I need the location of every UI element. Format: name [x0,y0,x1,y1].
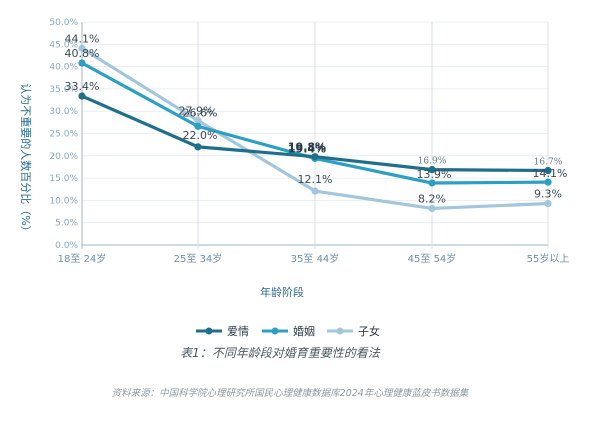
chart-legend: 爱情 婚姻 子女 [196,324,380,338]
data-point [78,92,86,100]
data-point [428,179,436,187]
y-tick-label: 35.0% [49,85,78,95]
chart-caption: 表1：不同年龄段对婚育重要性的看法 [180,346,381,360]
y-tick-label: 25.0% [49,130,78,140]
data-point [194,122,202,130]
legend-item-0: 爱情 [196,325,249,338]
y-tick-label: 50.0% [49,18,78,28]
data-point [194,143,202,151]
data-label: 19.4% [288,142,326,155]
y-tick-label: 30.0% [49,107,78,117]
chart-grid [81,21,549,249]
data-label: 40.8% [65,47,100,60]
y-axis-title: 认为不重要的人数百分比（%） [19,83,33,236]
x-tick-label: 25至 34岁 [174,252,223,265]
x-tick-label: 55岁以上 [527,252,570,265]
data-labels: 33.4% 22.0% 19.8% 16.9% 16.7% 40.8% 26.6% 19.4%… [65,32,568,205]
data-label: 44.1% [65,32,100,45]
data-label: 22.0% [183,129,218,142]
data-label: 13.9% [417,168,452,181]
data-label: 19.8% [288,141,326,154]
data-point [311,153,319,161]
y-tick-label: 45.0% [49,40,78,50]
data-label: 26.6% [183,106,218,119]
data-point [78,59,86,67]
data-label: 9.3% [534,188,562,201]
legend-item-2: 子女 [327,324,380,338]
legend-label: 婚姻 [293,324,315,338]
data-label: 12.1% [298,173,333,186]
y-tick-label: 40.0% [49,63,78,73]
data-point [311,187,319,195]
data-point [428,204,436,213]
x-axis-title: 年龄阶段 [260,285,304,299]
x-tick-label: 45至 54岁 [408,252,457,265]
legend-label: 子女 [358,324,380,338]
data-label: 33.4% [65,80,100,93]
y-tick-label: 0.0% [55,241,78,251]
data-point [78,44,86,52]
data-label: 16.7% [534,158,563,168]
data-point [544,178,552,186]
legend-swatch-marker [336,327,344,335]
chart-series [78,44,552,213]
y-tick-label: 5.0% [55,219,78,229]
data-point [544,199,552,208]
x-axis-ticks: 18至 24岁 25至 34岁 35至 44岁 45至 54岁 55岁以上 [58,252,570,265]
legend-item-1: 婚姻 [262,324,315,338]
y-tick-label: 15.0% [49,174,78,184]
legend-label: 爱情 [227,325,249,338]
x-tick-label: 18至 24岁 [58,252,107,265]
y-tick-label: 10.0% [49,196,78,206]
data-point [428,166,436,174]
data-label: 8.2% [418,192,446,205]
y-axis-ticks: 0.0% 5.0% 10.0% 15.0% 20.0% 25.0% 30.0% 35.0% 40… [49,18,78,251]
data-point [194,116,202,125]
data-label: 27.9% [179,105,214,118]
data-label: 14.1% [533,167,568,180]
source-note: 资料来源：中国科学院心理研究所国民心理健康数据库2024年心理健康蓝皮书数据集 [112,387,470,399]
data-label: 16.9% [418,157,447,167]
legend-swatch-marker [205,327,213,335]
legend-swatch-marker [271,327,279,335]
x-tick-label: 35至 44岁 [291,252,340,265]
y-tick-label: 20.0% [49,152,78,162]
data-point [544,166,552,175]
